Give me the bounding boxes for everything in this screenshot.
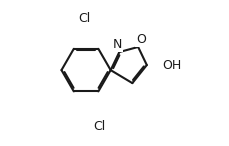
- Text: N: N: [112, 38, 122, 51]
- Text: O: O: [136, 33, 145, 46]
- Text: Cl: Cl: [77, 12, 90, 25]
- Text: Cl: Cl: [93, 120, 105, 133]
- Text: OH: OH: [162, 59, 181, 72]
